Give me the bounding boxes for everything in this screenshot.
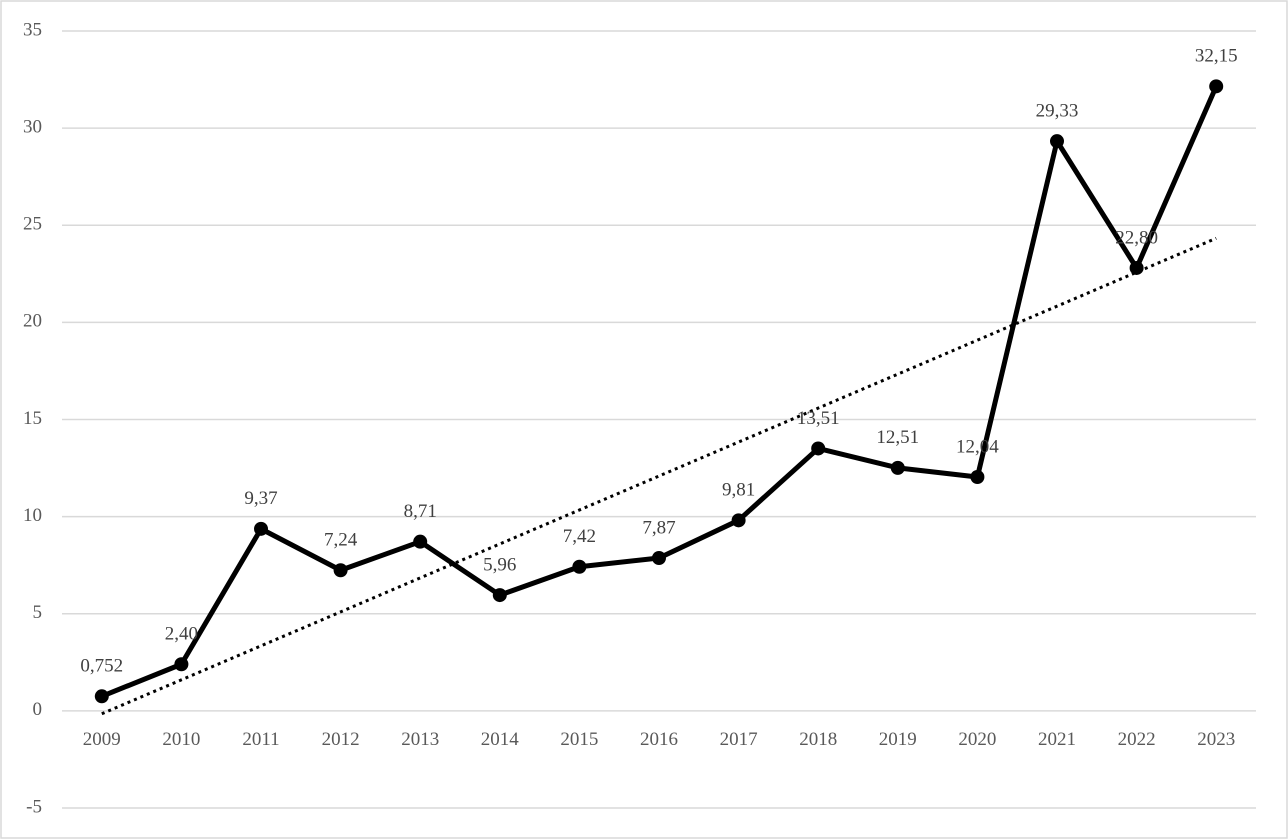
data-label: 22,80: [1115, 227, 1158, 248]
data-label: 13,51: [797, 408, 840, 429]
y-tick-label: 35: [23, 19, 42, 40]
data-label: 0,752: [80, 656, 123, 677]
y-tick-label: 20: [23, 311, 42, 332]
data-label: 12,04: [956, 436, 999, 457]
y-tick-label: 15: [23, 408, 42, 429]
data-point: [333, 563, 348, 578]
x-tick-label: 2013: [401, 729, 439, 750]
data-point: [572, 559, 587, 574]
trendline: [101, 236, 1217, 716]
data-point: [970, 469, 985, 484]
data-label: 9,81: [722, 480, 755, 501]
data-point: [1209, 79, 1224, 94]
data-label: 7,87: [642, 517, 675, 538]
x-tick-label: 2019: [879, 729, 917, 750]
data-label: 2,40: [165, 624, 198, 645]
y-tick-label: 10: [23, 505, 42, 526]
data-point: [492, 588, 507, 603]
data-label: 12,51: [876, 427, 919, 448]
data-point: [1050, 134, 1064, 149]
y-tick-label: -5: [26, 796, 42, 817]
x-tick-label: 2017: [720, 729, 758, 750]
x-tick-label: 2018: [799, 729, 837, 750]
x-tick-label: 2016: [640, 729, 678, 750]
data-point: [1129, 260, 1144, 275]
data-label: 29,33: [1036, 100, 1079, 121]
x-tick-label: 2012: [322, 729, 360, 750]
data-point: [652, 551, 666, 566]
x-tick-label: 2022: [1118, 729, 1156, 750]
data-label: 8,71: [404, 501, 437, 522]
x-tick-label: 2010: [162, 729, 200, 750]
x-tick-label: 2011: [242, 729, 279, 750]
data-point: [174, 657, 189, 672]
data-label: 7,24: [324, 530, 358, 551]
data-point: [413, 534, 428, 549]
data-point: [94, 689, 109, 704]
x-tick-label: 2023: [1197, 729, 1235, 750]
y-tick-label: 5: [33, 602, 43, 623]
data-point: [890, 460, 905, 475]
x-tick-label: 2009: [83, 729, 121, 750]
y-tick-label: 0: [33, 699, 43, 720]
data-label: 9,37: [244, 488, 277, 509]
data-label: 7,42: [563, 526, 596, 547]
data-point: [731, 513, 746, 528]
y-tick-label: 25: [23, 214, 42, 235]
data-label: 32,15: [1195, 46, 1238, 67]
data-point: [811, 441, 826, 456]
x-tick-label: 2015: [560, 729, 598, 750]
data-point: [254, 521, 268, 536]
x-tick-label: 2014: [481, 729, 520, 750]
y-tick-label: 30: [23, 116, 42, 137]
x-tick-label: 2021: [1038, 729, 1076, 750]
x-tick-label: 2020: [958, 729, 996, 750]
data-label: 5,96: [483, 554, 516, 575]
